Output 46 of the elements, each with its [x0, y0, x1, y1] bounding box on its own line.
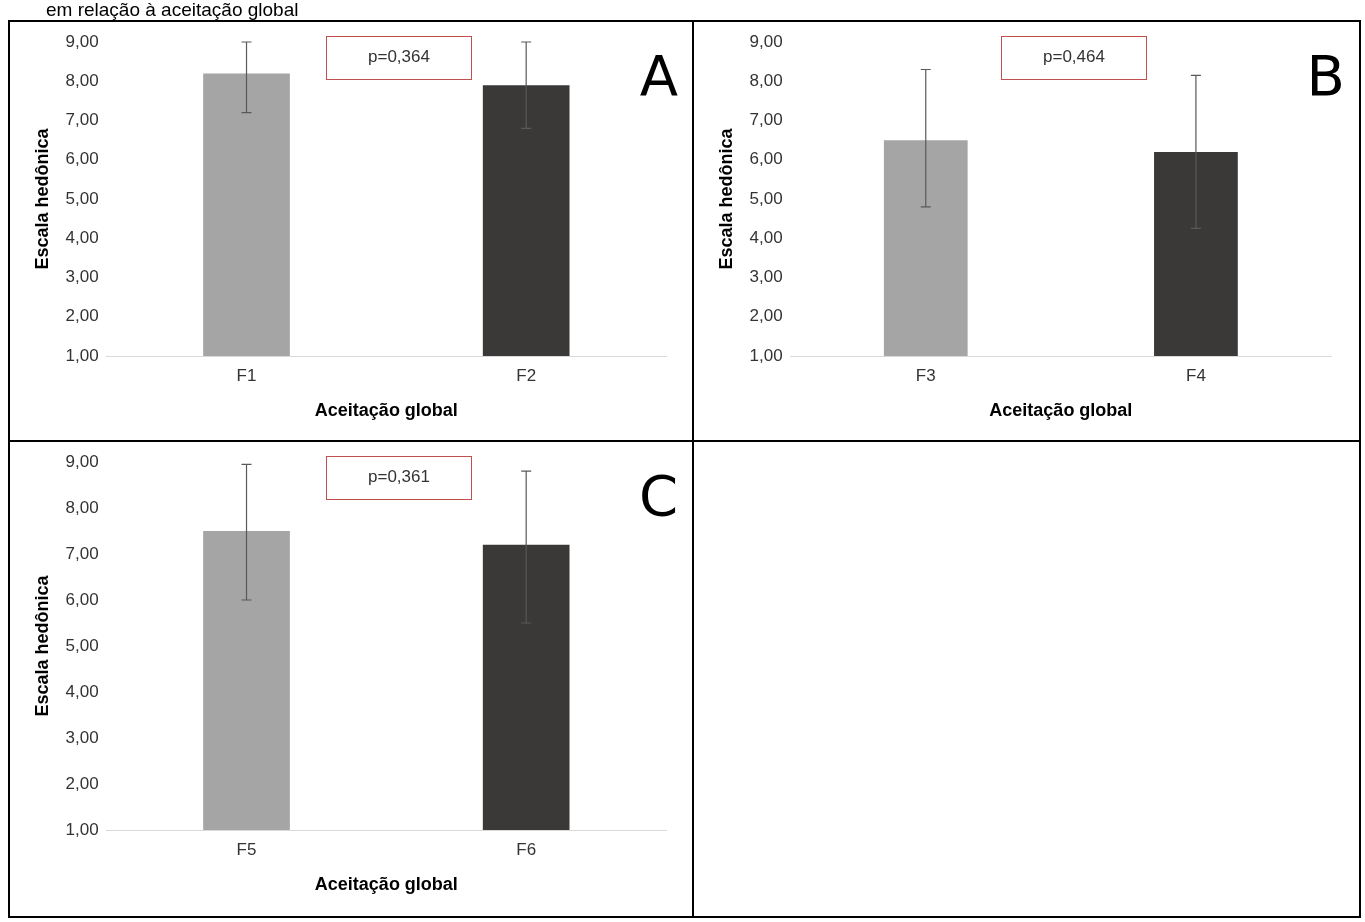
- x-axis-title: Aceitação global: [314, 400, 458, 421]
- y-tick-label: 9,00: [65, 31, 99, 51]
- y-tick-label: 6,00: [65, 589, 99, 609]
- y-tick-label: 2,00: [65, 306, 99, 326]
- y-tick-label: 5,00: [65, 188, 99, 208]
- text-box: p=0,464: [1001, 36, 1147, 80]
- y-tick-label: 4,00: [65, 681, 99, 701]
- text-box: p=0,361: [326, 456, 472, 500]
- y-tick-label: 1,00: [65, 819, 99, 839]
- y-tick-label: 8,00: [65, 497, 99, 517]
- annotation: A: [639, 43, 678, 108]
- y-axis-title: Escala hedônica: [715, 127, 736, 270]
- y-tick-label: 9,00: [65, 451, 99, 471]
- x-tick-label: F1: [236, 365, 257, 385]
- x-axis-title: Aceitação global: [989, 400, 1133, 421]
- x-tick-label: F4: [1186, 365, 1206, 385]
- x-tick-label: F5: [236, 839, 257, 859]
- y-axis-title: Escala hedônica: [31, 127, 52, 270]
- y-tick-label: 8,00: [749, 70, 783, 90]
- y-tick-label: 2,00: [65, 773, 99, 793]
- y-tick-label: 3,00: [65, 267, 99, 287]
- text-box: p=0,364: [326, 36, 472, 80]
- x-tick-label: F3: [915, 365, 936, 385]
- y-tick-label: 6,00: [65, 149, 99, 169]
- annotation: C: [638, 463, 678, 528]
- y-tick-label: 7,00: [749, 110, 783, 130]
- annotation: B: [1306, 43, 1345, 108]
- y-tick-label: 7,00: [65, 110, 99, 130]
- y-tick-label: 9,00: [749, 31, 783, 51]
- y-tick-label: 5,00: [749, 188, 783, 208]
- y-tick-label: 2,00: [749, 306, 783, 326]
- y-tick-label: 1,00: [65, 345, 99, 365]
- y-axis-title: Escala hedônica: [31, 574, 52, 717]
- y-tick-label: 7,00: [65, 543, 99, 563]
- y-tick-label: 3,00: [749, 267, 783, 287]
- x-tick-label: F6: [516, 839, 537, 859]
- y-tick-label: 3,00: [65, 727, 99, 747]
- y-tick-label: 5,00: [65, 635, 99, 655]
- y-tick-label: 6,00: [749, 149, 783, 169]
- chart-title: em relação à aceitação global: [46, 0, 299, 20]
- x-tick-label: F2: [516, 365, 537, 385]
- x-axis-title: Aceitação global: [314, 874, 458, 895]
- y-tick-label: 4,00: [749, 227, 783, 247]
- y-tick-label: 8,00: [65, 70, 99, 90]
- y-tick-label: 4,00: [65, 227, 99, 247]
- y-tick-label: 1,00: [749, 345, 783, 365]
